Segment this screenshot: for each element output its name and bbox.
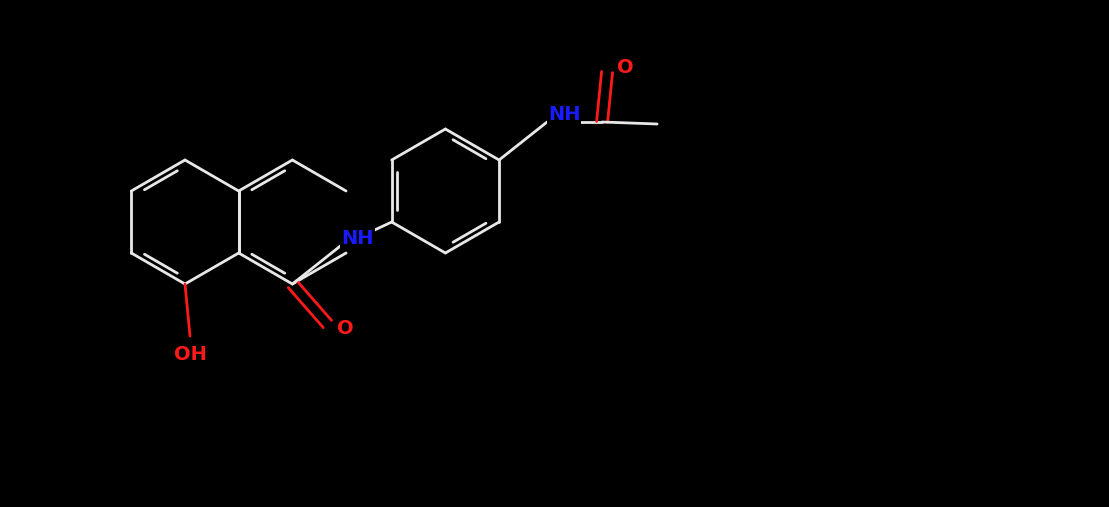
Text: O: O: [337, 319, 354, 339]
Text: OH: OH: [174, 344, 206, 364]
Text: NH: NH: [548, 104, 580, 124]
Text: O: O: [617, 57, 633, 77]
Text: NH: NH: [342, 229, 374, 247]
